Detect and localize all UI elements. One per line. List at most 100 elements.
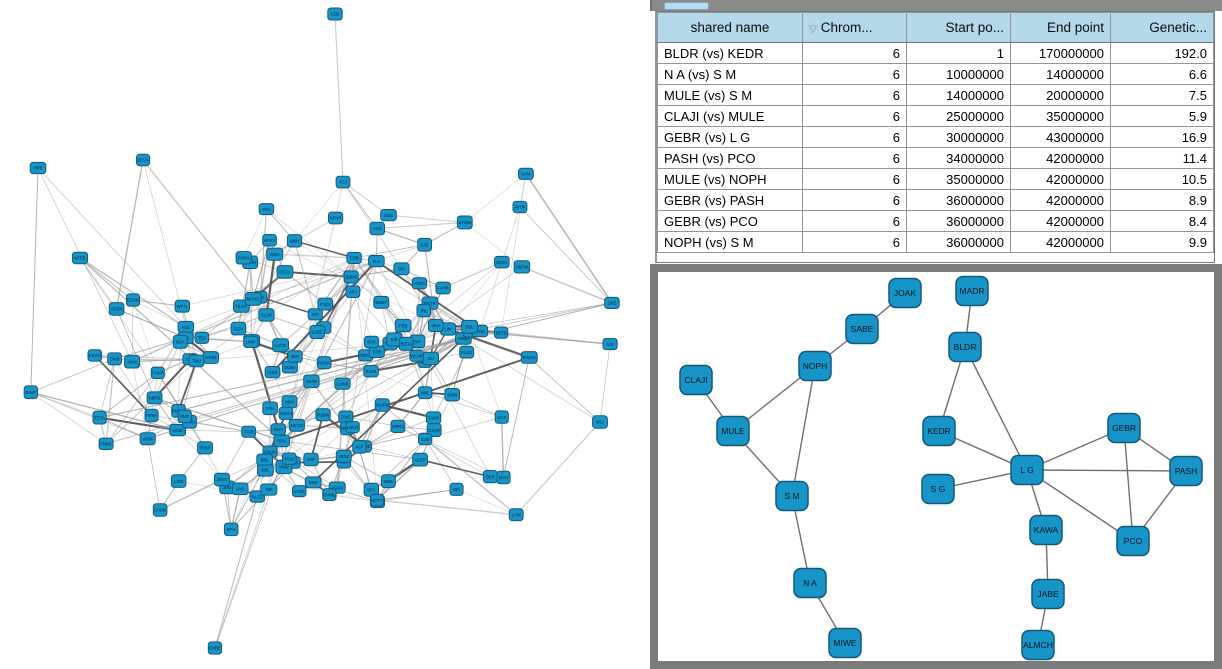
network-node[interactable]: DVWL	[322, 488, 337, 501]
network-node-jabe[interactable]: JABE	[1031, 578, 1065, 610]
network-node[interactable]: FVHR	[435, 281, 451, 295]
network-node[interactable]: GRRS	[390, 419, 406, 434]
network-node[interactable]: IBMI	[286, 234, 303, 248]
table-row[interactable]: CLAJI (vs) MULE 6 25000000 35000000 5.9	[657, 105, 1214, 127]
network-node[interactable]: JDN	[287, 350, 303, 363]
network-node[interactable]: JGJ	[335, 175, 351, 189]
network-node[interactable]: NFNR	[328, 211, 344, 225]
network-node[interactable]: BER	[482, 470, 498, 484]
network-node[interactable]: DWB	[107, 352, 122, 366]
filter-icon[interactable]: ▽	[809, 24, 817, 35]
network-node[interactable]: HPB	[29, 161, 47, 175]
network-node[interactable]: TRBR	[197, 441, 214, 455]
network-node[interactable]: AFIM	[139, 432, 156, 446]
network-node[interactable]: VSSE	[335, 449, 352, 463]
network-node[interactable]: JDWG	[343, 270, 359, 284]
network-node-gebr[interactable]: GEBR	[1107, 412, 1141, 444]
network-node[interactable]: DWGS	[520, 351, 538, 364]
network-node[interactable]: MCHG	[244, 292, 262, 306]
network-node[interactable]: EPVA	[136, 153, 151, 167]
network-node[interactable]: HPKV	[262, 234, 277, 247]
table-row[interactable]: GEBR (vs) PCO 6 36000000 42000000 8.4	[657, 210, 1214, 232]
network-node[interactable]: FRB	[394, 318, 412, 333]
network-node[interactable]: EMT	[270, 423, 286, 436]
network-node[interactable]: CHDK	[152, 503, 168, 517]
network-node[interactable]: MVU	[496, 470, 511, 485]
network-node[interactable]: CVBE	[207, 641, 223, 655]
network-node[interactable]: LUWP	[334, 377, 351, 390]
network-node[interactable]: PUBW	[315, 408, 331, 422]
network-node[interactable]: DNJK	[276, 265, 294, 279]
network-node[interactable]: EPH	[223, 522, 239, 537]
network-node[interactable]: BEI	[449, 482, 464, 496]
network-node[interactable]: JNVE	[214, 472, 230, 487]
network-node[interactable]: UFOM	[456, 215, 473, 230]
network-node[interactable]: ISMV	[266, 247, 284, 261]
network-node[interactable]: SKFB	[303, 374, 320, 389]
network-node-miwe[interactable]: MIWE	[828, 627, 862, 659]
network-node[interactable]: ACEN	[108, 302, 125, 316]
network-node[interactable]: GGV	[230, 321, 247, 336]
table-row[interactable]: GEBR (vs) L G 6 30000000 43000000 16.9	[657, 126, 1214, 148]
network-node[interactable]: FCM	[281, 452, 297, 465]
table-row[interactable]: MULE (vs) NOPH 6 35000000 42000000 10.5	[657, 168, 1214, 190]
network-node[interactable]: MUFN	[374, 398, 390, 412]
network-node[interactable]: BETB	[494, 326, 509, 339]
network-node[interactable]: KKNA	[316, 356, 332, 370]
network-node[interactable]: UCF	[494, 410, 509, 424]
network-node[interactable]: FRA	[258, 203, 275, 216]
network-node[interactable]: LNCR	[345, 421, 360, 434]
network-node[interactable]: SUK	[364, 335, 380, 349]
network-node[interactable]: AVOK	[512, 200, 528, 214]
large-network-canvas[interactable]: LEB JGJ HPB EPVA NFCE AVOK OKE WLI CVBE ESSN TAKR H…	[0, 0, 650, 669]
network-node[interactable]: LHJI	[231, 482, 249, 496]
network-node[interactable]: DUBJ	[281, 360, 298, 374]
column-header-shared-name[interactable]: shared name	[657, 12, 803, 43]
small-network-canvas[interactable]: JOAK MADR SABE NOPH CLAJI BLDR MULE KEDR GEBR L G…	[658, 272, 1214, 661]
column-header-genetic[interactable]: Genetic...	[1110, 12, 1214, 43]
table-row[interactable]: PASH (vs) PCO 6 34000000 42000000 11.4	[657, 147, 1214, 169]
network-node-bldr[interactable]: BLDR	[948, 331, 982, 363]
network-node[interactable]: GGHV	[278, 406, 294, 420]
table-row[interactable]: GEBR (vs) PASH 6 36000000 42000000 8.9	[657, 189, 1214, 211]
network-node[interactable]: LON	[508, 508, 524, 522]
network-node[interactable]: LUBE	[309, 325, 325, 339]
network-node[interactable]: VKG	[369, 221, 385, 236]
network-node[interactable]: UWF	[243, 335, 259, 349]
network-node[interactable]: FHVP	[150, 366, 165, 380]
network-node[interactable]: LSDI	[170, 474, 187, 488]
network-node-s-g[interactable]: S G	[921, 473, 955, 505]
network-node[interactable]: TBF	[260, 483, 278, 496]
network-node[interactable]: RLED	[459, 345, 475, 359]
network-node[interactable]: RJAS	[363, 365, 379, 378]
network-node[interactable]: EJD	[417, 237, 433, 252]
network-node[interactable]: TETA	[92, 410, 107, 425]
network-node[interactable]: KMDI	[411, 277, 428, 290]
network-node[interactable]: WLUK	[409, 349, 424, 362]
network-node[interactable]: FNDI	[317, 297, 334, 311]
network-node[interactable]: MJMT	[373, 295, 390, 309]
table-row[interactable]: BLDR (vs) KEDR 6 1 170000000 192.0	[657, 42, 1214, 64]
network-node[interactable]: CDB	[346, 251, 362, 264]
column-header-end-point[interactable]: End point	[1010, 12, 1111, 43]
network-node[interactable]: ALEP	[412, 452, 429, 467]
network-node[interactable]: CSVR	[426, 423, 442, 438]
table-row[interactable]: MULE (vs) S M 6 14000000 20000000 7.5	[657, 84, 1214, 106]
network-node[interactable]: UEOO	[288, 418, 305, 432]
network-node[interactable]: SJIV	[418, 433, 433, 446]
network-node[interactable]: KKVO	[87, 349, 103, 362]
network-node[interactable]: UAM	[518, 167, 534, 180]
network-node[interactable]: SGA	[172, 334, 188, 349]
network-node[interactable]: DVI	[393, 262, 410, 276]
network-node[interactable]: HOTT	[369, 493, 385, 507]
network-node[interactable]: OKE	[604, 296, 620, 309]
network-node[interactable]: TMU	[188, 354, 205, 368]
network-node[interactable]: AJV	[602, 338, 618, 351]
network-node[interactable]: JTAR	[241, 425, 257, 438]
network-node[interactable]: BBL	[256, 453, 273, 466]
network-node[interactable]: NRL	[417, 386, 433, 400]
network-node[interactable]: NFCE	[71, 251, 89, 265]
network-node[interactable]: JRL	[416, 303, 431, 318]
network-node[interactable]: TAKR	[425, 411, 442, 425]
network-node[interactable]: FSBA	[144, 408, 159, 423]
